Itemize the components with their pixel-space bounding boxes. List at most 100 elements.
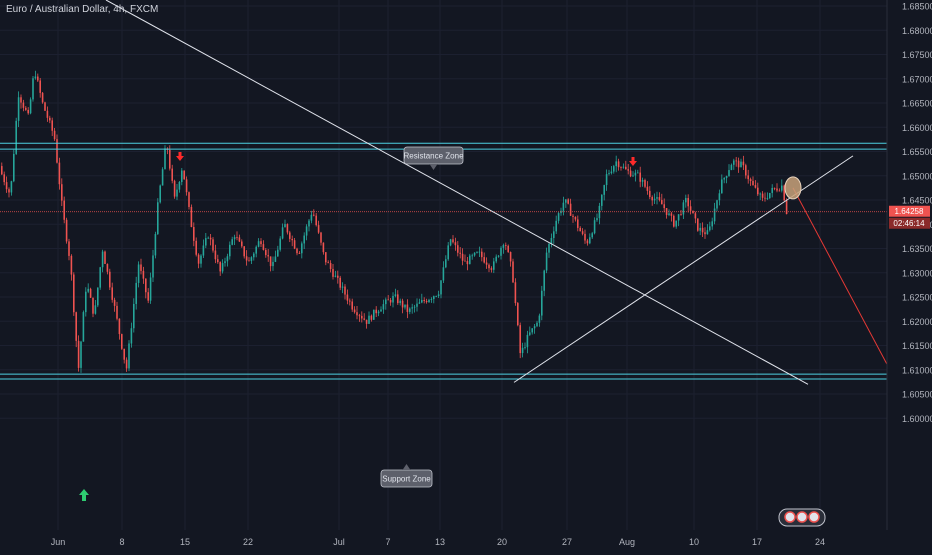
candle-body	[661, 200, 663, 205]
candle-body	[370, 315, 373, 320]
candle-body	[195, 240, 197, 255]
candle-body	[231, 239, 233, 245]
candle-body	[118, 318, 121, 335]
candle-body	[577, 219, 579, 228]
candle-body	[579, 227, 581, 232]
candle-body	[385, 299, 387, 305]
candle-body	[46, 110, 49, 118]
event-marker-icon[interactable]	[784, 511, 796, 523]
candle-body	[272, 261, 274, 267]
candle-body	[291, 238, 293, 241]
projection-line	[792, 187, 894, 376]
event-markers[interactable]	[778, 508, 826, 527]
candle-body	[190, 206, 193, 228]
candle-body	[469, 255, 471, 265]
candle-body	[301, 243, 303, 254]
candle-body	[533, 326, 536, 329]
y-tick-label: 1.67000	[902, 74, 932, 84]
candle-body	[202, 245, 205, 256]
candle-body	[596, 218, 598, 221]
candle-body	[303, 235, 305, 244]
event-marker-icon[interactable]	[796, 511, 808, 523]
candle-body	[687, 198, 689, 207]
candle-body	[243, 246, 245, 257]
candle-body	[409, 308, 411, 312]
candle-body	[718, 193, 721, 201]
candle-body	[766, 197, 769, 199]
candle-body	[185, 179, 188, 193]
candle-body	[769, 192, 771, 198]
y-tick-label: 1.60500	[902, 390, 932, 400]
annotation-marks: Resistance Zone Support Zone	[79, 146, 826, 527]
candle-body	[73, 274, 75, 313]
y-tick-label: 1.66500	[902, 99, 932, 109]
candle-body	[711, 221, 713, 227]
candles	[1, 70, 788, 373]
up-arrow-icon	[79, 489, 89, 501]
candle-body	[730, 164, 733, 171]
candle-body	[39, 80, 41, 93]
candle-body	[735, 160, 737, 162]
candle-body	[265, 249, 267, 256]
candle-body	[221, 263, 224, 272]
candle-body	[325, 252, 327, 263]
x-tick-label: 10	[689, 537, 699, 547]
candle-body	[541, 290, 543, 316]
candle-body	[130, 328, 133, 344]
y-tick-label: 1.62500	[902, 293, 932, 303]
candle-body	[197, 254, 200, 264]
breakout-ellipse	[784, 176, 802, 200]
down-arrow-icon	[629, 157, 637, 166]
candle-body	[673, 215, 675, 227]
candle-body	[591, 233, 593, 238]
trend-lines	[105, 0, 894, 385]
candle-body	[567, 199, 569, 204]
candle-body	[277, 249, 279, 257]
candle-body	[454, 242, 457, 246]
candle-body	[694, 213, 697, 219]
candle-body	[745, 165, 747, 176]
candle-body	[639, 172, 641, 182]
candle-body	[171, 168, 173, 181]
candle-body	[670, 213, 673, 216]
candle-body	[747, 175, 749, 180]
candle-body	[440, 280, 442, 295]
candle-body	[701, 227, 704, 233]
candle-body	[34, 76, 37, 79]
descending-trendline	[105, 0, 809, 385]
candle-body	[394, 294, 397, 296]
candle-body	[538, 315, 541, 323]
candle-body	[22, 102, 25, 108]
candle-body	[562, 202, 565, 211]
candle-body	[317, 225, 320, 233]
candle-body	[236, 237, 238, 238]
event-marker-icon[interactable]	[808, 511, 820, 523]
candle-body	[529, 332, 531, 335]
candle-body	[353, 309, 356, 313]
candle-body	[517, 303, 519, 326]
candle-body	[500, 247, 502, 256]
support-callout-pointer	[402, 464, 411, 470]
candle-body	[140, 264, 142, 271]
candle-body	[293, 240, 296, 249]
candle-body	[413, 306, 416, 308]
candle-body	[613, 166, 615, 172]
price-badge-value: 1.64258	[895, 207, 924, 216]
candle-body	[313, 214, 315, 216]
candle-body	[173, 180, 176, 197]
x-tick-label: 22	[243, 537, 253, 547]
candle-body	[17, 97, 20, 121]
candle-body	[20, 97, 22, 103]
candle-body	[142, 270, 145, 279]
countdown-badge-value: 02:46:14	[893, 219, 925, 228]
candle-body	[70, 255, 73, 275]
candle-body	[37, 76, 39, 81]
candle-body	[337, 275, 339, 278]
resistance-callout: Resistance Zone	[403, 146, 464, 170]
candle-body	[159, 185, 161, 203]
candle-body	[82, 312, 85, 342]
candle-body	[526, 334, 529, 348]
time-axis[interactable]: Jun 8 15 22 Jul 7 13 20 27 Aug 10 17 24	[51, 537, 825, 547]
